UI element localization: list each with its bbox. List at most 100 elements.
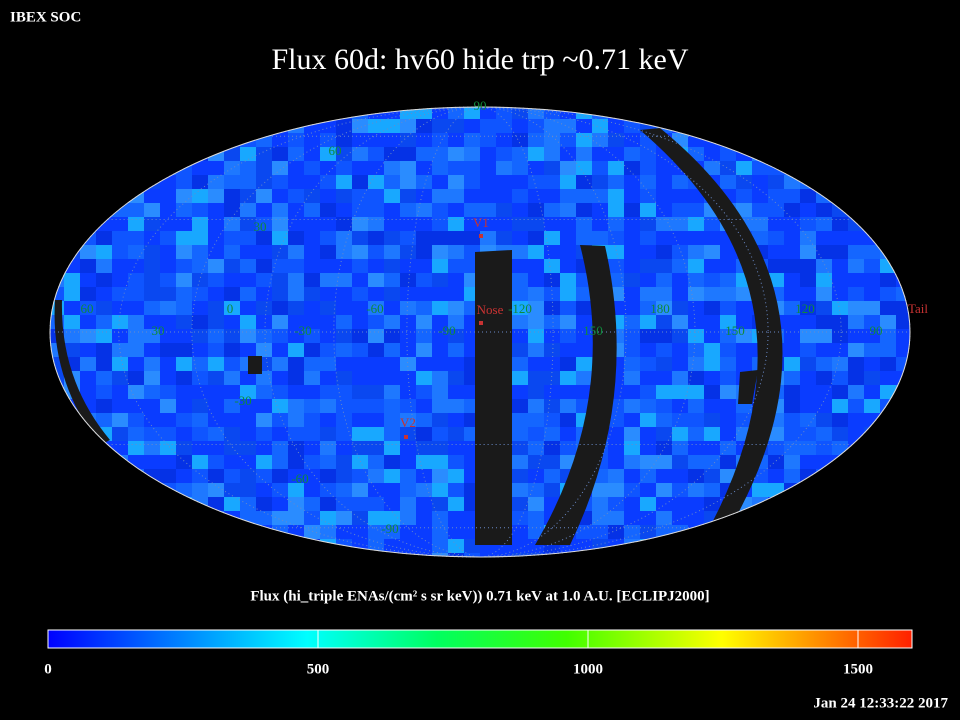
map-tile	[400, 189, 416, 203]
map-tile	[496, 553, 512, 557]
map-tile	[880, 301, 896, 315]
map-tile	[240, 469, 256, 483]
map-tile	[208, 203, 224, 217]
map-tile	[352, 315, 368, 329]
map-tile	[320, 287, 336, 301]
map-tile	[768, 203, 784, 217]
map-tile	[704, 497, 720, 511]
map-tile	[656, 413, 672, 427]
map-tile	[672, 329, 688, 343]
map-tile	[256, 469, 272, 483]
map-tile	[624, 343, 640, 357]
map-tile	[880, 287, 896, 301]
map-tile	[224, 203, 240, 217]
map-tile	[384, 217, 400, 231]
map-tile	[512, 511, 528, 525]
map-tile	[544, 203, 560, 217]
map-tile	[416, 483, 432, 497]
map-tile	[320, 385, 336, 399]
map-tile	[448, 469, 464, 483]
map-tile	[624, 329, 640, 343]
map-tile	[416, 231, 432, 245]
map-tile	[576, 371, 592, 385]
map-tile	[704, 217, 720, 231]
map-tile	[176, 357, 192, 371]
map-tile	[736, 315, 752, 329]
map-tile	[416, 371, 432, 385]
map-tile	[800, 315, 816, 329]
map-tile	[704, 413, 720, 427]
map-tile	[560, 175, 576, 189]
map-tile	[176, 231, 192, 245]
map-tile	[512, 189, 528, 203]
map-tile	[512, 497, 528, 511]
map-tile	[640, 511, 656, 525]
map-tile	[752, 483, 768, 497]
map-tile	[864, 357, 880, 371]
map-tile	[192, 413, 208, 427]
map-tile	[688, 497, 704, 511]
map-tile	[768, 441, 784, 455]
map-tile	[544, 399, 560, 413]
map-tile	[592, 231, 608, 245]
map-tile	[80, 329, 96, 343]
map-tile	[432, 231, 448, 245]
map-tile	[448, 107, 464, 119]
map-tile	[672, 441, 688, 455]
map-tile	[256, 371, 272, 385]
map-tile	[544, 455, 560, 469]
map-tile	[864, 343, 880, 357]
map-tile	[752, 231, 768, 245]
map-tile	[640, 399, 656, 413]
map-tile	[96, 413, 112, 427]
map-tile	[448, 287, 464, 301]
map-tile	[512, 217, 528, 231]
map-tile	[800, 245, 816, 259]
map-tile	[416, 315, 432, 329]
map-tile	[448, 399, 464, 413]
map-tile	[208, 329, 224, 343]
map-tile	[208, 273, 224, 287]
map-tile	[480, 203, 496, 217]
map-tile	[672, 343, 688, 357]
map-tile	[304, 525, 320, 539]
map-tile	[672, 301, 688, 315]
map-tile	[432, 203, 448, 217]
map-tile	[400, 413, 416, 427]
map-tile	[576, 203, 592, 217]
map-tile	[96, 287, 112, 301]
map-tile	[640, 427, 656, 441]
map-tile	[432, 455, 448, 469]
colorbar-tick-label: 0	[44, 661, 52, 677]
map-tile	[640, 301, 656, 315]
map-tile	[368, 273, 384, 287]
map-tile	[384, 469, 400, 483]
map-tile	[544, 371, 560, 385]
map-tile	[512, 203, 528, 217]
map-tile	[400, 217, 416, 231]
map-tile	[688, 315, 704, 329]
map-tile	[256, 497, 272, 511]
map-tile	[560, 231, 576, 245]
map-tile	[272, 483, 288, 497]
map-tile	[656, 357, 672, 371]
map-tile	[304, 245, 320, 259]
map-tile	[352, 147, 368, 161]
map-tile	[352, 301, 368, 315]
map-tile	[304, 399, 320, 413]
map-title: Flux 60d: hv60 hide trp ~0.71 keV	[271, 43, 688, 76]
map-tile	[512, 287, 528, 301]
map-tile	[144, 301, 160, 315]
map-tile	[192, 301, 208, 315]
map-tile	[768, 469, 784, 483]
map-tile	[368, 371, 384, 385]
map-tile	[160, 189, 176, 203]
map-tile	[432, 175, 448, 189]
map-tile	[144, 329, 160, 343]
map-tile	[448, 343, 464, 357]
map-tile	[448, 385, 464, 399]
map-tile	[96, 329, 112, 343]
map-tile	[80, 357, 96, 371]
map-tile	[160, 231, 176, 245]
map-tile	[720, 357, 736, 371]
